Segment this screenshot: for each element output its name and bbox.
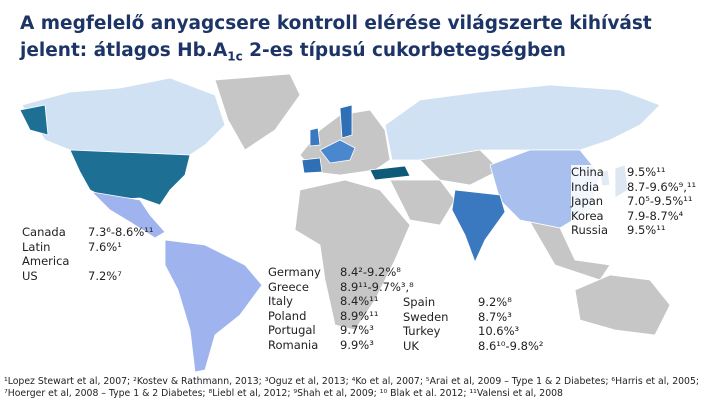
country-name: Spain [403, 295, 436, 309]
hba1c-value: 8.4%¹¹ [340, 294, 379, 308]
hba1c-value: 7.2%⁷ [88, 268, 122, 283]
hba1c-value: 10.6%³ [478, 324, 520, 338]
hba1c-value: 9.7%³ [340, 323, 374, 337]
hba1c-value: 8.6¹⁰-9.8%² [478, 338, 544, 353]
country-name: Japan [571, 194, 604, 208]
country-list: China 9.5%¹¹ India 8.7-9.6%⁹,¹¹ Japan 7.0⁵-9.… [571, 165, 717, 238]
africa [294, 179, 411, 331]
country-name: India [571, 179, 600, 194]
slide-title: A megfelelő anyagcsere kontroll elérése … [20, 10, 652, 71]
country-name: Greece [268, 279, 309, 294]
country-name: Poland [268, 308, 307, 323]
hba1c-value: 9.5%¹¹ [627, 165, 666, 179]
canada [21, 77, 226, 156]
hba1c-value: 7.9-8.7%⁴ [627, 208, 684, 223]
country-name: UK [403, 338, 419, 353]
hba1c-value: 9.9%³ [340, 337, 374, 352]
spain [301, 157, 323, 174]
hba1c-value: 8.9¹¹-9.7%³,⁸ [340, 279, 414, 294]
country-name: China [571, 165, 604, 179]
middle-east [389, 179, 456, 226]
country-list: Spain 9.2%⁸ Sweden 8.7%³ Turkey 10.6%³ UK 8.6¹⁰… [403, 295, 588, 353]
country-list: Canada 7.3⁶-8.6%¹¹ Latin America 7.6%¹ US 7.2… [22, 225, 198, 283]
country-name: US [22, 268, 38, 283]
hba1c-value: 8.9%¹¹ [340, 308, 379, 323]
hba1c-value: 8.7%³ [478, 309, 512, 324]
country-name: Russia [571, 223, 608, 237]
se-asia [529, 221, 611, 281]
australia [574, 274, 671, 336]
south-america [164, 239, 263, 373]
title-line: A megfelelő anyagcsere kontroll elérése … [20, 13, 652, 34]
hba1c-value: 7.6%¹ [88, 239, 122, 254]
country-name: Latin America [22, 239, 70, 269]
country-name: Turkey [403, 324, 441, 338]
hba1c-value: 8.7-9.6%⁹,¹¹ [627, 179, 697, 194]
hba1c-value: 7.3⁶-8.6%¹¹ [88, 225, 154, 239]
country-name: Italy [268, 294, 293, 308]
central-asia [419, 149, 501, 186]
turkey [369, 165, 411, 181]
footnote: ¹Lopez Stewart et al, 2007; ²Kostev & Ra… [4, 376, 699, 399]
usa [69, 149, 191, 206]
uk [309, 127, 321, 147]
hba1c-value: 9.5%¹¹ [627, 223, 666, 237]
mexico [90, 191, 166, 239]
hba1c-value: 7.0⁵-9.5%¹¹ [627, 194, 693, 208]
title-line: jelent: átlagos Hb.A [20, 40, 228, 61]
india [451, 189, 506, 264]
country-list: Germany 8.4²-9.2%⁸ Greece 8.9¹¹-9.7%³,⁸ Ital… [268, 265, 450, 352]
title-subscript: 1c [227, 49, 243, 64]
russia [384, 84, 661, 161]
hba1c-value: 9.2%⁸ [478, 295, 512, 309]
country-name: Portugal [268, 323, 316, 337]
country-name: Korea [571, 208, 604, 223]
alaska [19, 104, 49, 136]
country-name: Germany [268, 265, 321, 279]
greenland [214, 73, 301, 151]
hba1c-value: 8.4²-9.2%⁸ [340, 265, 401, 279]
country-name: Canada [22, 225, 66, 239]
sweden [339, 104, 353, 139]
country-name: Romania [268, 337, 319, 352]
country-name: Sweden [403, 309, 449, 324]
europe-highlight [319, 139, 356, 164]
title-line: 2-es típusú cukorbetegségben [242, 40, 566, 61]
